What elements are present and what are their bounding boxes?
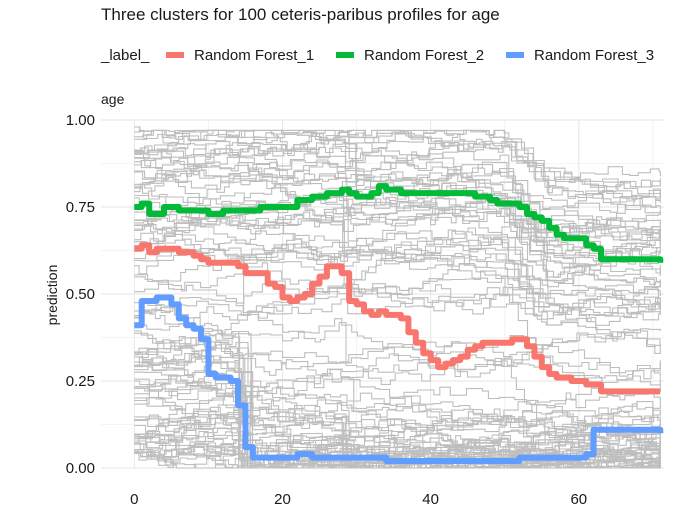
profile-line: [134, 410, 661, 469]
series-line-2: [134, 183, 664, 263]
legend-label-3: Random Forest_3: [534, 47, 654, 64]
y-tick-label: 0.75: [66, 199, 95, 216]
legend-label-2: Random Forest_2: [364, 47, 484, 64]
profile-line: [134, 164, 661, 242]
panel-strip-label: age: [101, 91, 125, 107]
profile-line: [134, 288, 661, 334]
x-tick-label: 40: [422, 491, 439, 508]
profile-line: [134, 230, 661, 317]
profile-line: [134, 423, 661, 469]
profile-line: [134, 387, 661, 469]
series-line-3: [134, 294, 664, 464]
profile-line: [134, 205, 661, 306]
legend-title: _label_: [100, 47, 150, 64]
background-profiles: [134, 126, 661, 469]
profile-line: [134, 345, 661, 374]
profile-line: [134, 129, 661, 197]
y-axis-ticks: 0.00 0.25 0.50 0.75 1.00: [66, 112, 95, 477]
profile-line: [134, 328, 661, 395]
profile-line: [134, 344, 661, 442]
profile-line: [134, 129, 661, 199]
profile-line: [134, 288, 661, 326]
y-tick-label: 0.50: [66, 286, 95, 303]
x-axis-ticks: 0 20 40 60: [130, 491, 587, 508]
profile-line: [134, 210, 661, 321]
profile-line: [134, 148, 661, 277]
profile-line: [134, 167, 661, 285]
profile-line: [134, 141, 661, 252]
cluster-series: [134, 183, 664, 464]
profile-line: [134, 226, 661, 278]
profile-line: [134, 183, 661, 238]
y-axis-label: prediction: [44, 265, 60, 326]
profile-line: [134, 136, 661, 208]
profile-line: [134, 157, 661, 288]
y-tick-label: 1.00: [66, 112, 95, 129]
profile-line: [134, 310, 661, 469]
profile-line: [134, 131, 661, 204]
profile-line: [134, 232, 661, 314]
profile-line: [134, 200, 661, 288]
x-tick-label: 0: [130, 491, 138, 508]
profile-line: [134, 259, 661, 326]
y-tick-label: 0.25: [66, 373, 95, 390]
legend: _label_ Random Forest_1 Random Forest_2 Ra…: [100, 47, 654, 64]
x-tick-label: 60: [570, 491, 587, 508]
profile-line: [134, 406, 661, 469]
profile-line: [134, 383, 661, 460]
profile-line: [134, 129, 661, 213]
profile-line: [134, 192, 661, 350]
y-tick-label: 0.00: [66, 460, 95, 477]
profile-line: [134, 399, 661, 469]
series-line-1: [134, 242, 661, 395]
profile-line: [134, 347, 661, 469]
profile-line: [134, 330, 661, 469]
profile-line: [134, 219, 661, 381]
profile-line: [134, 352, 661, 428]
profile-line: [134, 229, 661, 306]
legend-label-1: Random Forest_1: [194, 47, 314, 64]
profile-line: [134, 239, 661, 312]
profile-line: [134, 284, 661, 319]
chart-title: Three clusters for 100 ceteris-paribus p…: [101, 5, 500, 24]
profile-line: [134, 129, 661, 195]
profile-line: [134, 150, 661, 209]
x-tick-label: 20: [274, 491, 291, 508]
